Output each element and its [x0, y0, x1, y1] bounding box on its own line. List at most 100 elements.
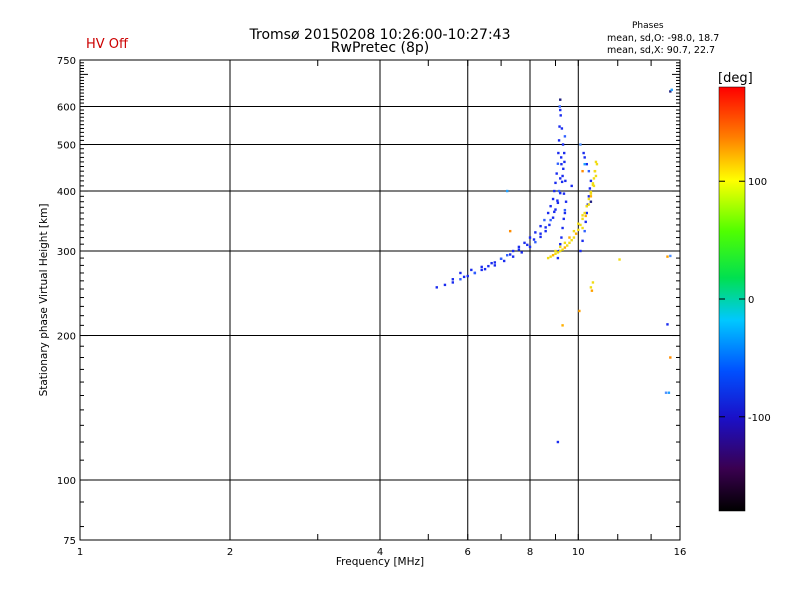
- chart-title: Tromsø 20150208 10:26:00-10:27:43: [249, 27, 511, 43]
- data-point: [473, 271, 477, 275]
- data-point: [583, 162, 586, 166]
- data-point: [563, 135, 567, 138]
- data-point: [591, 182, 595, 185]
- data-point: [451, 278, 455, 281]
- data-point: [587, 195, 591, 198]
- data-point: [556, 251, 560, 254]
- y-tick-label: 100: [57, 476, 76, 487]
- colorbar-ticks: 100 0 -100: [719, 177, 771, 424]
- data-point: [544, 226, 547, 229]
- data-point: [594, 160, 598, 164]
- data-point: [563, 160, 566, 164]
- data-point: [558, 125, 561, 128]
- data-point: [593, 169, 597, 173]
- x-tick-label: 4: [377, 547, 383, 558]
- data-point: [584, 220, 587, 224]
- data-point: [581, 214, 584, 217]
- data-point: [588, 187, 592, 190]
- data-point: [570, 238, 573, 242]
- data-point: [520, 251, 523, 254]
- data-point: [559, 98, 562, 101]
- data-point: [559, 249, 562, 253]
- data-point: [564, 200, 568, 203]
- data-point: [470, 268, 473, 272]
- data-point: [557, 151, 560, 155]
- y-tick-label: 75: [63, 536, 76, 547]
- data-point: [565, 244, 569, 247]
- data-point: [568, 241, 571, 245]
- phases-o-stats: mean, sd,O: -98.0, 18.7: [607, 33, 720, 44]
- data-point: [543, 218, 546, 222]
- data-point: [670, 88, 673, 92]
- data-point: [574, 232, 578, 235]
- data-point: [549, 204, 552, 208]
- data-point: [563, 241, 567, 245]
- data-point: [523, 241, 526, 245]
- data-point: [560, 180, 564, 184]
- data-point: [548, 223, 551, 227]
- data-point: [618, 258, 621, 261]
- data-point: [549, 218, 552, 222]
- data-point: [577, 228, 580, 232]
- colorbar-tick-label: -100: [748, 413, 771, 424]
- data-point: [499, 257, 503, 260]
- data-point: [563, 208, 567, 212]
- data-point: [561, 226, 564, 230]
- data-point: [556, 440, 560, 444]
- data-point: [511, 249, 515, 253]
- data-point: [556, 199, 559, 202]
- data-point: [581, 226, 584, 230]
- data-point: [577, 222, 580, 225]
- x-tick-label: 10: [572, 547, 585, 558]
- data-point: [564, 179, 567, 183]
- data-point: [583, 156, 586, 159]
- data-point: [443, 283, 447, 287]
- data-point: [551, 254, 555, 257]
- data-point: [490, 261, 493, 265]
- data-point: [528, 236, 532, 239]
- data-point: [534, 240, 537, 244]
- data-point: [557, 189, 561, 193]
- data-point: [546, 211, 550, 215]
- data-point: [466, 274, 469, 278]
- data-point: [585, 204, 588, 208]
- data-point: [532, 238, 536, 241]
- data-point: [553, 189, 556, 193]
- colorbar-tick-label: 0: [748, 295, 754, 306]
- data-point: [560, 162, 563, 166]
- data-point: [517, 248, 521, 251]
- data-point: [528, 245, 532, 249]
- chart-subtitle: RwPretec (8p): [330, 40, 430, 56]
- data-point: [549, 255, 552, 258]
- data-point: [539, 224, 542, 228]
- data-point: [587, 197, 591, 201]
- y-tick-label: 750: [57, 56, 76, 67]
- data-point: [480, 265, 483, 269]
- colorbar-unit-label: [deg]: [718, 71, 753, 86]
- data-point: [559, 114, 562, 117]
- x-tick-label: 8: [527, 547, 533, 558]
- data-points: [435, 88, 673, 444]
- data-point: [562, 167, 565, 171]
- data-point: [589, 190, 593, 194]
- data-point: [559, 156, 563, 159]
- data-point: [493, 261, 497, 264]
- data-point: [667, 391, 671, 394]
- data-point: [579, 223, 582, 227]
- data-point: [561, 248, 564, 251]
- data-point: [560, 236, 563, 239]
- data-point: [554, 252, 557, 256]
- data-point: [589, 286, 593, 289]
- data-point: [551, 197, 555, 201]
- data-point: [664, 391, 668, 394]
- data-point: [568, 236, 571, 239]
- data-point: [563, 151, 566, 155]
- data-point: [559, 177, 562, 180]
- axis-ticks: 1 2 4 6 8 10 16 75 100 200 300 400 500 600 750: [57, 56, 686, 558]
- y-tick-label: 400: [57, 187, 76, 198]
- data-point: [563, 246, 567, 249]
- data-point: [559, 191, 562, 195]
- phases-x-stats: mean, sd,X: 90.7, 22.7: [607, 45, 716, 56]
- y-tick-label: 300: [57, 247, 76, 258]
